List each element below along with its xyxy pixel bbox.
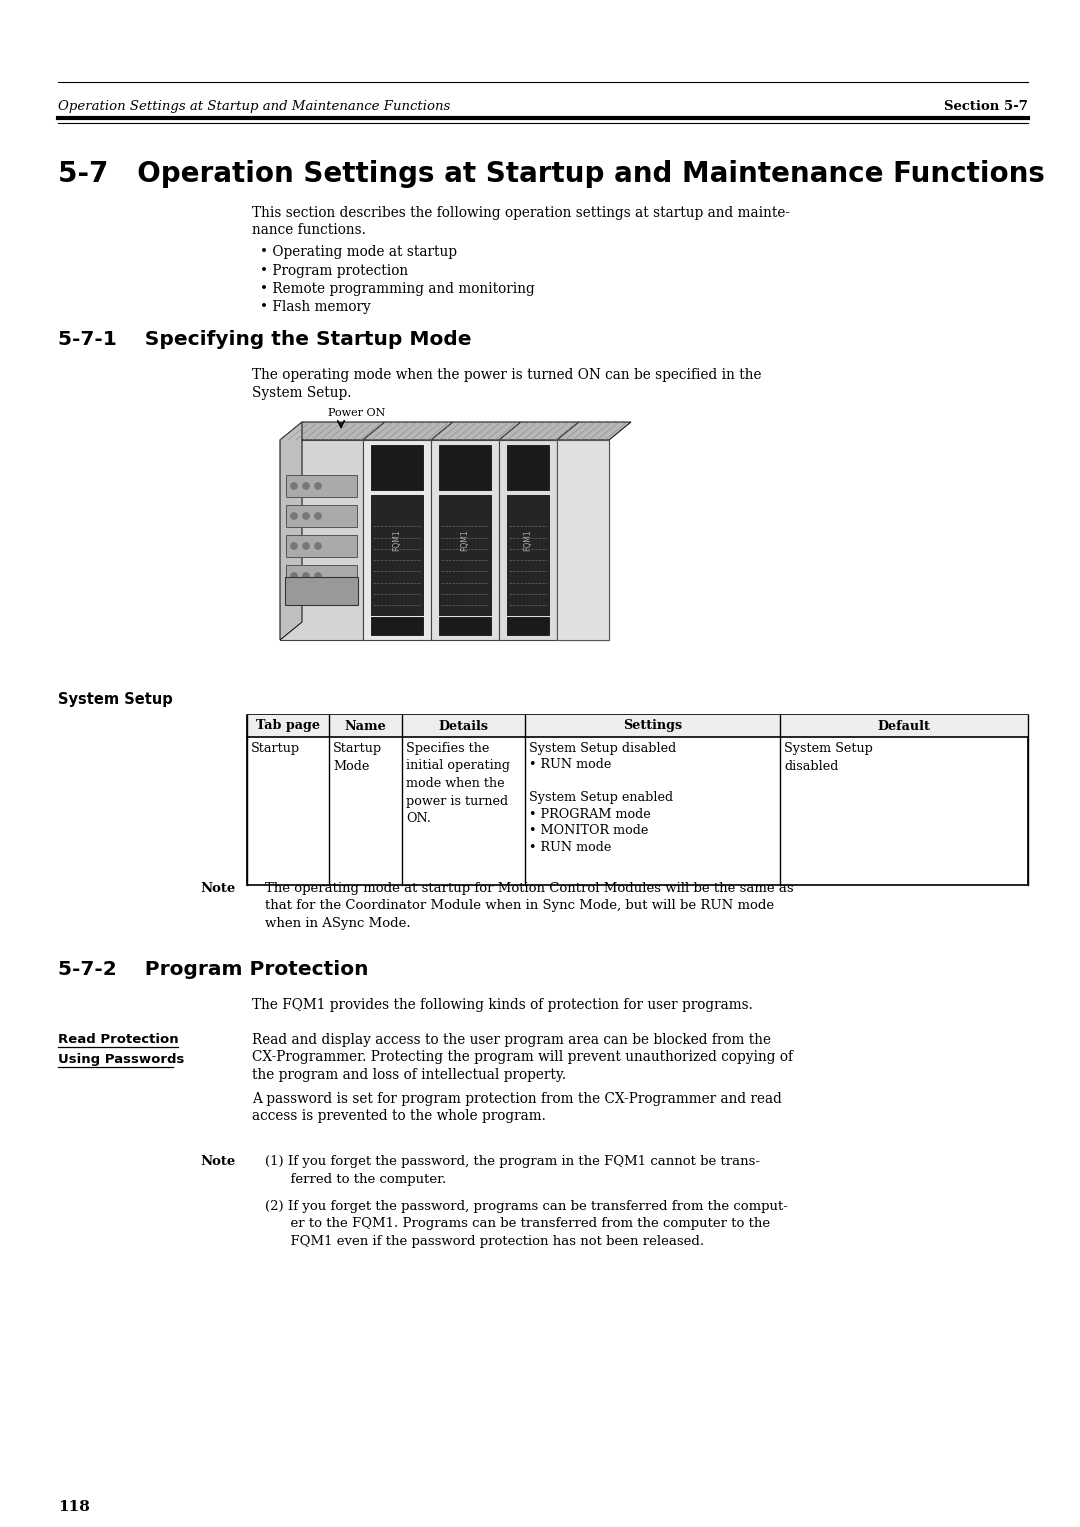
Polygon shape — [280, 421, 384, 440]
Text: FQM1 even if the password protection has not been released.: FQM1 even if the password protection has… — [265, 1235, 704, 1248]
Text: A password is set for program protection from the CX-Programmer and read: A password is set for program protection… — [252, 1092, 782, 1106]
Text: when in ASync Mode.: when in ASync Mode. — [265, 918, 410, 930]
Circle shape — [302, 542, 310, 550]
Polygon shape — [280, 421, 302, 640]
Text: Operation Settings at Startup and Maintenance Functions: Operation Settings at Startup and Mainte… — [58, 99, 450, 113]
Text: 5-7   Operation Settings at Startup and Maintenance Functions: 5-7 Operation Settings at Startup and Ma… — [58, 160, 1044, 188]
Text: (1) If you forget the password, the program in the FQM1 cannot be trans-: (1) If you forget the password, the prog… — [265, 1154, 760, 1168]
Text: Read Protection: Read Protection — [58, 1032, 178, 1046]
Text: Note: Note — [200, 1154, 235, 1168]
Text: FQM1: FQM1 — [524, 530, 532, 551]
Bar — [438, 617, 491, 635]
Text: Specifies the
initial operating
mode when the
power is turned
ON.: Specifies the initial operating mode whe… — [406, 742, 510, 825]
Bar — [313, 589, 329, 605]
Circle shape — [291, 573, 297, 580]
Text: • Operating mode at startup: • Operating mode at startup — [260, 244, 457, 260]
Bar — [507, 617, 549, 635]
Circle shape — [314, 483, 322, 490]
Text: ferred to the computer.: ferred to the computer. — [265, 1173, 446, 1185]
Circle shape — [314, 542, 322, 550]
Bar — [280, 440, 363, 640]
Text: The operating mode at startup for Motion Control Modules will be the same as: The operating mode at startup for Motion… — [265, 883, 794, 895]
Circle shape — [302, 513, 310, 519]
Text: Tab page: Tab page — [256, 719, 320, 733]
Text: System Setup
disabled: System Setup disabled — [784, 742, 873, 773]
Polygon shape — [431, 421, 521, 440]
Circle shape — [314, 513, 322, 519]
Bar — [247, 715, 1028, 886]
Text: Using Passwords: Using Passwords — [58, 1052, 185, 1066]
Bar — [499, 440, 557, 640]
Bar — [286, 475, 357, 496]
Bar — [286, 534, 357, 557]
Text: FQM1: FQM1 — [392, 530, 402, 551]
Bar — [372, 444, 423, 490]
Text: Section 5-7: Section 5-7 — [944, 99, 1028, 113]
Text: • PROGRAM mode: • PROGRAM mode — [529, 808, 651, 822]
Text: • Remote programming and monitoring: • Remote programming and monitoring — [260, 282, 535, 296]
Bar — [507, 495, 549, 615]
Polygon shape — [363, 421, 453, 440]
Text: Read and display access to the user program area can be blocked from the: Read and display access to the user prog… — [252, 1032, 771, 1048]
Text: Power ON: Power ON — [328, 408, 386, 418]
Text: 5-7-2    Program Protection: 5-7-2 Program Protection — [58, 960, 368, 979]
Text: Default: Default — [878, 719, 931, 733]
Text: the program and loss of intellectual property.: the program and loss of intellectual pro… — [252, 1067, 566, 1083]
Text: 118: 118 — [58, 1500, 90, 1513]
Circle shape — [314, 573, 322, 580]
Circle shape — [302, 573, 310, 580]
Text: System Setup enabled: System Setup enabled — [529, 791, 673, 805]
Text: Name: Name — [345, 719, 387, 733]
Bar — [363, 440, 431, 640]
Text: • RUN mode: • RUN mode — [529, 841, 611, 854]
Text: 5-7-1    Specifying the Startup Mode: 5-7-1 Specifying the Startup Mode — [58, 330, 472, 350]
Text: System Setup disabled: System Setup disabled — [529, 742, 676, 754]
Text: er to the FQM1. Programs can be transferred from the computer to the: er to the FQM1. Programs can be transfer… — [265, 1217, 770, 1231]
Text: Startup
Mode: Startup Mode — [333, 742, 382, 773]
Text: System Setup.: System Setup. — [252, 385, 351, 400]
Circle shape — [302, 483, 310, 490]
Text: Note: Note — [200, 883, 235, 895]
Circle shape — [291, 483, 297, 490]
Text: • Program protection: • Program protection — [260, 264, 408, 278]
Bar — [247, 715, 1028, 738]
Polygon shape — [557, 421, 631, 440]
Circle shape — [291, 542, 297, 550]
Text: • RUN mode: • RUN mode — [529, 759, 611, 771]
Bar — [372, 617, 423, 635]
Bar — [431, 440, 499, 640]
Bar — [507, 444, 549, 490]
Bar — [557, 440, 609, 640]
Text: • Flash memory: • Flash memory — [260, 301, 370, 315]
Bar — [438, 495, 491, 615]
Text: System Setup: System Setup — [58, 692, 173, 707]
Text: CX-Programmer. Protecting the program will prevent unauthorized copying of: CX-Programmer. Protecting the program wi… — [252, 1051, 793, 1064]
Text: FQM1: FQM1 — [460, 530, 470, 551]
Text: that for the Coordinator Module when in Sync Mode, but will be RUN mode: that for the Coordinator Module when in … — [265, 899, 774, 913]
Text: The FQM1 provides the following kinds of protection for user programs.: The FQM1 provides the following kinds of… — [252, 999, 753, 1012]
Bar — [286, 565, 357, 586]
Text: This section describes the following operation settings at startup and mainte-: This section describes the following ope… — [252, 206, 789, 220]
Text: (2) If you forget the password, programs can be transferred from the comput-: (2) If you forget the password, programs… — [265, 1200, 788, 1212]
Bar — [372, 495, 423, 615]
Bar — [438, 444, 491, 490]
Text: nance functions.: nance functions. — [252, 223, 366, 238]
Polygon shape — [499, 421, 579, 440]
Text: Startup: Startup — [251, 742, 300, 754]
Circle shape — [291, 513, 297, 519]
Bar — [557, 440, 609, 640]
Text: • MONITOR mode: • MONITOR mode — [529, 825, 648, 837]
Text: access is prevented to the whole program.: access is prevented to the whole program… — [252, 1109, 545, 1122]
Text: Details: Details — [438, 719, 488, 733]
Bar — [285, 577, 357, 605]
Bar — [286, 505, 357, 527]
Text: The operating mode when the power is turned ON can be specified in the: The operating mode when the power is tur… — [252, 368, 761, 382]
Text: Settings: Settings — [623, 719, 683, 733]
